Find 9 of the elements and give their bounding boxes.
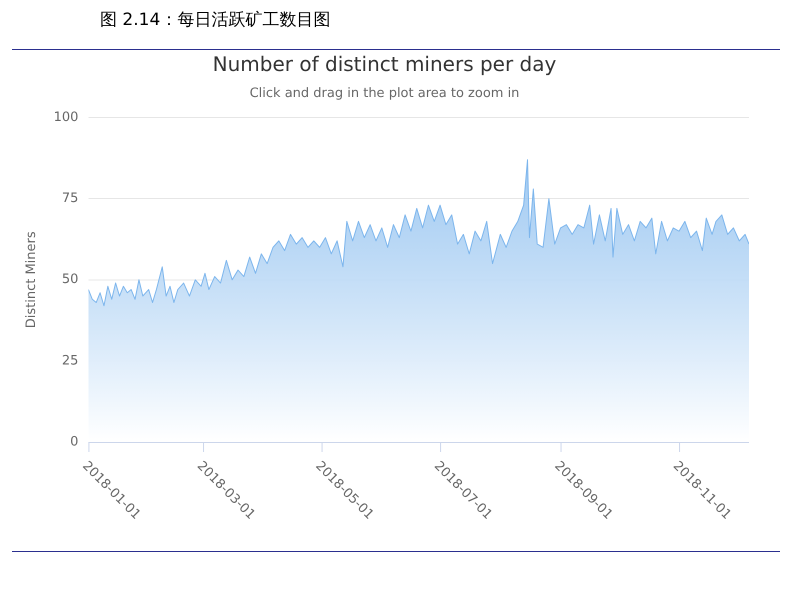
y-axis-title: Distinct Miners — [24, 231, 40, 328]
chart-subtitle: Click and drag in the plot area to zoom in — [250, 86, 520, 102]
y-tick-label: 75 — [62, 191, 78, 206]
y-tick-label: 0 — [70, 434, 78, 450]
y-tick-label: 100 — [54, 110, 78, 125]
caption: 图 2.14：每日活跃矿工数目图 — [100, 9, 330, 31]
y-tick-label: 50 — [62, 272, 78, 288]
chart-title: Number of distinct miners per day — [212, 52, 556, 76]
y-tick-label: 25 — [62, 353, 78, 368]
